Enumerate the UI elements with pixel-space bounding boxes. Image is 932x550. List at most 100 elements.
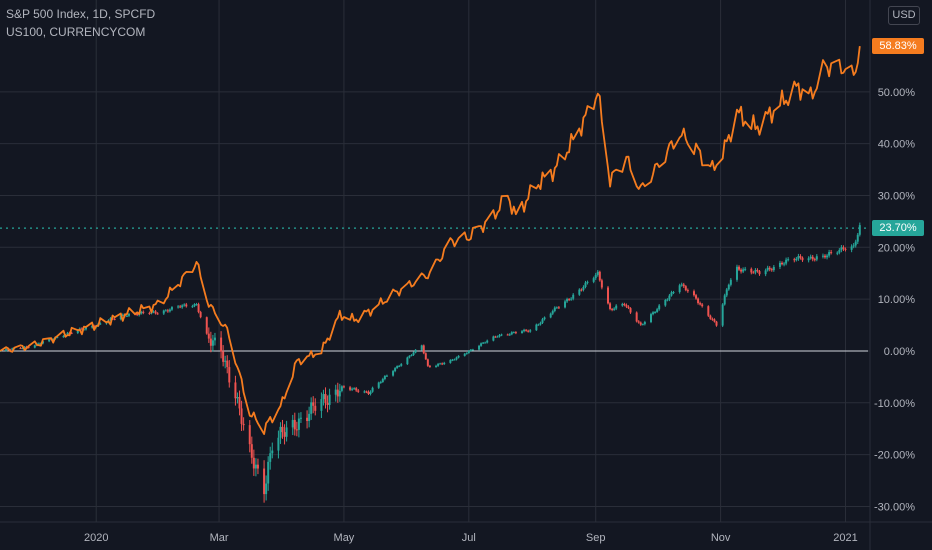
candle-body (715, 321, 718, 326)
candle-body (572, 294, 575, 299)
candle-body (205, 317, 208, 334)
candle-body (322, 394, 325, 400)
candle-body (148, 312, 151, 314)
candle-body (248, 425, 251, 445)
compare-symbol-title[interactable]: US100, CURRENCYCOM (6, 25, 146, 39)
candle-body (465, 353, 468, 355)
y-tick-label: 20.00% (878, 242, 916, 254)
currency-button[interactable]: USD (888, 6, 920, 25)
candle-body (594, 274, 597, 279)
y-axis: 50.00% 40.00% 30.00% 20.00% 10.00% 0.00% -10.0… (874, 87, 915, 514)
candle-body (570, 298, 573, 300)
x-tick-label: Nov (711, 532, 731, 544)
candle-body (539, 322, 542, 325)
candle-body (852, 245, 855, 247)
candle-body (670, 292, 673, 296)
candle-body (809, 256, 812, 259)
candle-body (723, 295, 726, 305)
candle-body (19, 347, 22, 349)
candle-body (580, 289, 583, 291)
candle-body (306, 417, 309, 422)
candle-body (121, 314, 124, 316)
candle-body (850, 246, 853, 250)
reference-lines (0, 227, 868, 352)
candle-body (678, 285, 681, 293)
candle-body (586, 281, 589, 283)
y-tick-label: 30.00% (878, 190, 916, 202)
candle-body (799, 256, 802, 258)
candle-body (142, 311, 145, 313)
x-tick-label: Sep (586, 532, 606, 544)
candle-body (629, 308, 632, 313)
x-tick-label: Jul (462, 532, 476, 544)
candle-body (340, 386, 343, 391)
candle-body (664, 300, 667, 306)
candle-body (353, 388, 356, 390)
candle-body (80, 328, 83, 330)
sp500-candles (0, 222, 861, 503)
candle-body (778, 262, 781, 267)
candle-body (797, 256, 800, 259)
candle-body (756, 270, 759, 272)
candle-body (600, 280, 603, 288)
candle-body (768, 267, 771, 270)
candle-body (277, 437, 280, 451)
candle-body (220, 337, 223, 352)
candle-body (500, 334, 503, 336)
candle-body (709, 315, 712, 319)
candle-body (265, 483, 268, 495)
candle-body (635, 312, 638, 322)
candle-body (707, 306, 710, 316)
candle-body (535, 324, 538, 331)
candle-body (729, 279, 732, 285)
y-tick-label: 0.00% (884, 346, 915, 358)
candle-body (793, 259, 796, 261)
candle-body (342, 386, 345, 388)
candle-body (363, 391, 366, 393)
candle-body (498, 335, 501, 337)
candle-body (828, 252, 831, 256)
candle-body (486, 340, 489, 343)
candle-body (510, 332, 513, 335)
candle-body (527, 330, 530, 332)
candle-body (764, 270, 767, 275)
candle-body (367, 391, 370, 394)
candle-body (281, 426, 284, 433)
candle-body (787, 259, 790, 261)
candle-body (420, 345, 423, 350)
candle-body (320, 399, 323, 411)
candle-body (830, 252, 833, 254)
candle-body (844, 248, 847, 250)
candle-body (463, 353, 466, 356)
candle-body (310, 402, 313, 414)
candle-body (328, 394, 331, 405)
candle-body (754, 270, 757, 273)
candle-body (369, 391, 372, 394)
candle-body (553, 307, 556, 312)
candle-body (658, 305, 661, 310)
candle-body (484, 342, 487, 344)
candle-body (744, 268, 747, 270)
candle-body (224, 360, 227, 362)
candle-body (598, 271, 601, 281)
candle-body (455, 357, 458, 360)
candle-body (471, 349, 474, 351)
candle-body (582, 286, 585, 290)
candle-body (525, 329, 528, 331)
candle-body (422, 345, 425, 354)
main-symbol-title[interactable]: S&P 500 Index, 1D, SPCFD (6, 7, 156, 21)
candle-body (324, 394, 327, 403)
candle-body (136, 313, 139, 316)
candle-body (357, 390, 360, 392)
candle-body (858, 225, 861, 235)
candle-body (652, 312, 655, 315)
candle-body (48, 338, 51, 342)
candle-body (236, 397, 239, 399)
candle-body (279, 426, 282, 438)
candle-body (213, 337, 216, 341)
candle-body (566, 299, 569, 302)
candle-body (234, 382, 237, 399)
candle-body (537, 324, 540, 326)
candle-body (164, 310, 167, 312)
